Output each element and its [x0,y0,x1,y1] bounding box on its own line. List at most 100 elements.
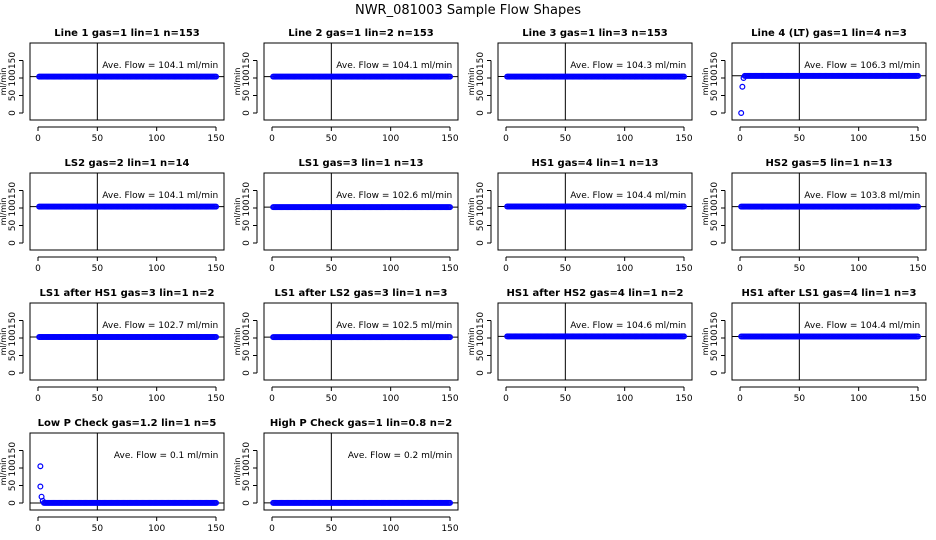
panel-6: LS1 gas=3 lin=1 n=130 50 100 150050100150ml… [233,158,459,274]
average-flow-annotation: Ave. Flow = 104.1 ml/min [336,61,452,71]
plot-frame [263,42,459,121]
y-tick-label: 50 [242,480,252,492]
average-flow-annotation: Ave. Flow = 104.4 ml/min [570,191,686,201]
x-tick-label: 100 [850,264,867,274]
x-tick-label: 50 [560,264,572,274]
y-tick-label: 50 [8,90,18,102]
x-tick-label: 50 [326,134,338,144]
x-tick-label: 0 [503,134,509,144]
plot-frame [731,302,927,381]
data-points [738,333,921,340]
y-tick-label: 50 [242,350,252,362]
x-tick-label: 50 [326,264,338,274]
x-tick-label: 0 [503,394,509,404]
plot-frame [497,42,693,121]
panel-title: Low P Check gas=1.2 lin=1 n=5 [38,418,217,429]
panel-14: High P Check gas=1 lin=0.8 n=20 50 100 1500… [233,418,459,534]
panel-9: LS1 after HS1 gas=3 lin=1 n=20 50 100 15005… [0,288,225,404]
y-axis-label: ml/min [467,328,476,356]
x-tick-label: 150 [441,524,458,534]
y-tick-label: 150 [242,52,252,69]
plot-frame [263,302,459,381]
data-points [36,203,220,210]
y-tick-label: 100 [242,459,252,476]
y-tick-label: 100 [8,199,18,216]
average-flow-annotation: Ave. Flow = 103.8 ml/min [804,191,920,201]
x-tick-label: 100 [850,134,867,144]
data-points [270,73,454,80]
x-tick-label: 0 [35,394,41,404]
y-axis-label: ml/min [233,68,242,96]
panel-title: HS2 gas=5 lin=1 n=13 [766,158,893,169]
panel-5: LS2 gas=2 lin=1 n=140 50 100 150050100150ml… [0,158,225,274]
data-point [447,499,454,506]
panel-12: HS1 after LS1 gas=4 lin=1 n=30 50 100 15005… [701,288,927,404]
y-axis-label: ml/min [233,458,242,486]
y-tick-label: 150 [8,442,18,459]
panel-title: HS1 after LS1 gas=4 lin=1 n=3 [741,288,916,299]
data-points [504,203,687,210]
y-axis-label: ml/min [467,68,476,96]
data-point [738,109,745,116]
data-points [738,203,921,210]
y-tick-label: 0 [242,240,252,246]
y-tick-label: 0 [476,110,486,116]
data-points [36,73,220,80]
x-tick-label: 100 [616,394,633,404]
y-tick-label: 50 [710,90,720,102]
data-points [270,334,454,341]
data-point [914,72,921,79]
data-point [680,73,687,80]
y-tick-label: 0 [476,240,486,246]
y-tick-label: 100 [476,329,486,346]
panel-title: Line 1 gas=1 lin=1 n=153 [54,28,200,39]
panel-title: LS1 gas=3 lin=1 n=13 [299,158,424,169]
data-points [504,333,687,340]
plot-frame [29,302,225,381]
y-tick-label: 150 [476,52,486,69]
y-tick-label: 0 [710,370,720,376]
y-tick-label: 100 [242,329,252,346]
x-tick-label: 150 [207,394,224,404]
data-point [37,463,44,470]
data-points [738,72,921,116]
plot-frame [29,432,225,511]
data-point [447,73,454,80]
x-tick-label: 0 [503,264,509,274]
panel-title: Line 3 gas=1 lin=3 n=153 [522,28,668,39]
y-tick-label: 150 [8,52,18,69]
y-tick-label: 100 [8,69,18,86]
average-flow-annotation: Ave. Flow = 0.1 ml/min [114,451,218,461]
plot-frame [263,432,459,511]
y-tick-label: 50 [8,480,18,492]
y-axis-label: ml/min [467,198,476,226]
y-tick-label: 0 [242,500,252,506]
x-tick-label: 100 [382,394,399,404]
y-axis-label: ml/min [701,198,710,226]
data-point [680,203,687,210]
y-tick-label: 150 [710,52,720,69]
y-axis-label: ml/min [233,328,242,356]
data-point [213,499,220,506]
data-points [270,204,454,211]
x-tick-label: 100 [148,134,165,144]
data-point [213,203,220,210]
data-point [213,73,220,80]
x-tick-label: 0 [35,134,41,144]
panel-11: HS1 after HS2 gas=4 lin=1 n=20 50 100 15005… [467,288,693,404]
data-point [739,83,746,90]
y-tick-label: 50 [476,350,486,362]
y-tick-label: 150 [242,182,252,199]
y-tick-label: 150 [476,182,486,199]
x-tick-label: 0 [737,264,743,274]
x-tick-label: 0 [737,394,743,404]
x-tick-label: 150 [909,394,926,404]
average-flow-annotation: Ave. Flow = 104.6 ml/min [570,321,686,331]
panel-title: HS1 after HS2 gas=4 lin=1 n=2 [506,288,683,299]
y-tick-label: 0 [8,240,18,246]
y-tick-label: 150 [242,312,252,329]
data-point [914,333,921,340]
y-tick-label: 0 [8,370,18,376]
x-tick-label: 50 [92,264,104,274]
